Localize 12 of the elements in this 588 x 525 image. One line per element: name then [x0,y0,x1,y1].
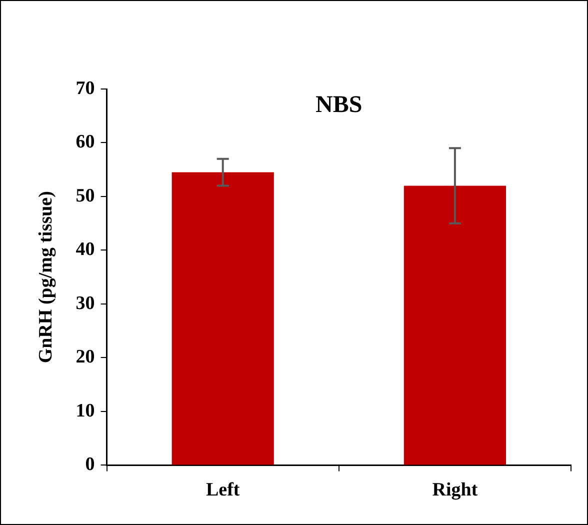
x-tick-label: Right [432,480,478,501]
y-tick-label: 10 [76,400,95,422]
y-axis-title: GnRH (pg/mg tissue) [35,191,56,364]
y-tick-label: 50 [76,185,95,206]
x-tick-label: Left [206,480,240,501]
y-tick-label: 20 [76,346,95,368]
y-tick-label: 70 [76,78,95,99]
y-tick-label: 60 [76,132,95,153]
y-tick-label: 0 [85,454,95,476]
chart-title: NBS [316,92,362,118]
y-tick-label: 40 [76,239,95,260]
y-tick-label: 30 [76,292,95,314]
